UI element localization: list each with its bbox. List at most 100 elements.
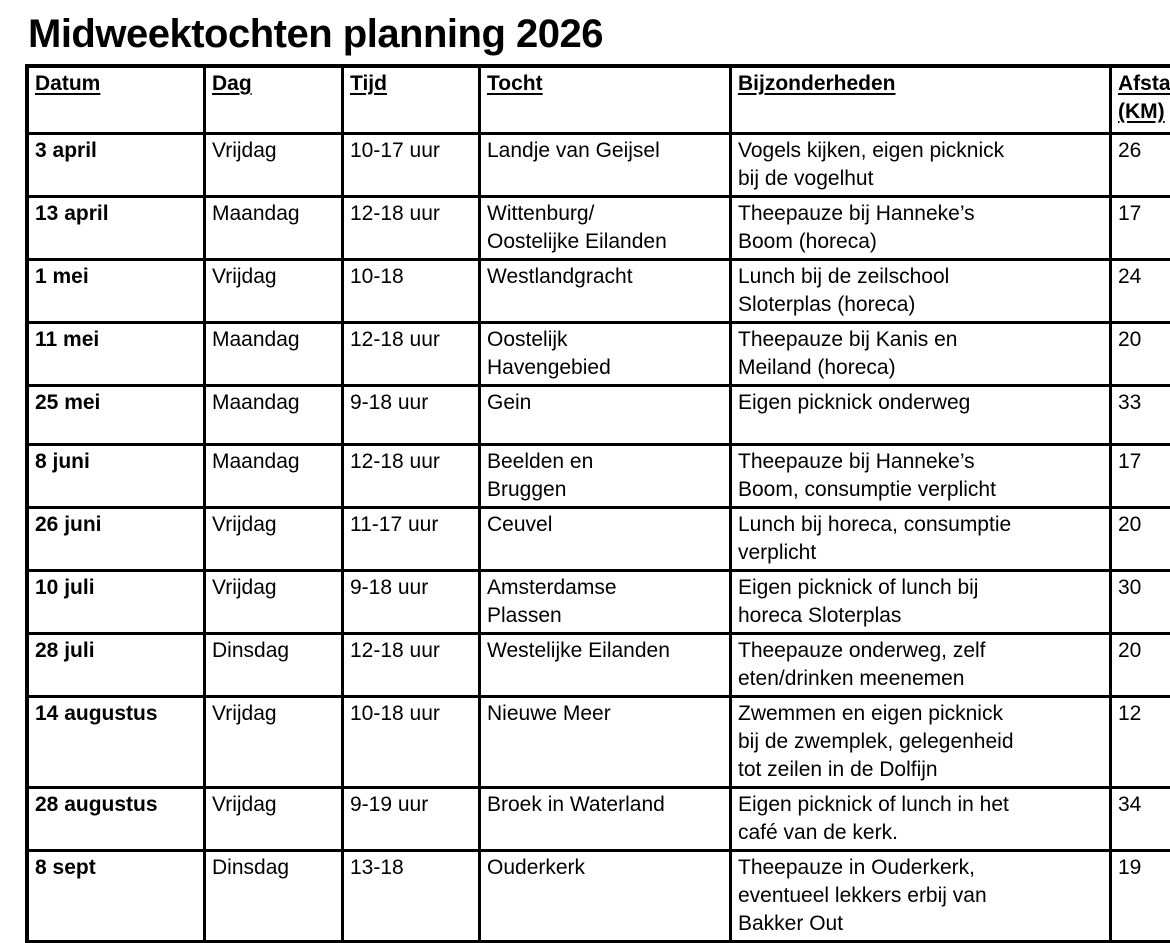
cell-tocht: Oostelijk Havengebied <box>478 321 732 387</box>
column-header-tijd: Tijd <box>341 64 481 135</box>
cell-text: 1 mei <box>35 265 89 288</box>
cell-text: Landje van Geijsel <box>487 139 660 162</box>
table-row: 2 oktoberVrijdag12-17 uurWallentochtThee… <box>25 940 1170 943</box>
cell-tocht: Beelden en Bruggen <box>478 443 732 509</box>
cell-datum: 8 sept <box>25 849 206 943</box>
cell-bijzonderheden: Zwemmen en eigen picknick bij de zwemple… <box>729 695 1112 789</box>
cell-text: 13 april <box>35 202 109 225</box>
cell-text: Eigen picknick of lunch bij horeca Slote… <box>738 576 979 627</box>
cell-text: 28 augustus <box>35 793 158 816</box>
cell-datum: 1 mei <box>25 258 206 324</box>
column-header-bijzonderheden: Bijzonderheden <box>729 64 1112 135</box>
cell-text: 12-18 uur <box>350 450 440 473</box>
cell-datum: 2 oktober <box>25 940 206 943</box>
cell-text: Dinsdag <box>212 856 290 879</box>
cell-tocht: Westelijke Eilanden <box>478 632 732 698</box>
cell-tocht: Ouderkerk <box>478 849 732 943</box>
cell-bijzonderheden: Lunch bij de zeilschool Sloterplas (hore… <box>729 258 1112 324</box>
cell-text: 24 <box>1118 265 1142 288</box>
cell-text: 3 april <box>35 139 97 162</box>
cell-tijd: 12-18 uur <box>341 632 481 698</box>
cell-text: Maandag <box>212 202 300 225</box>
column-header-label: Dag <box>212 72 252 95</box>
cell-tijd: 12-18 uur <box>341 321 481 387</box>
cell-text: Vogels kijken, eigen picknick bij de vog… <box>738 139 1005 190</box>
cell-tocht: Broek in Waterland <box>478 786 732 852</box>
cell-afstand: 19 <box>1109 940 1170 943</box>
cell-afstand: 17 <box>1109 443 1170 509</box>
cell-afstand: 17 <box>1109 195 1170 261</box>
cell-text: 20 <box>1118 639 1142 662</box>
cell-dag: Vrijdag <box>203 132 344 198</box>
column-header-label: Afstand (KM) <box>1118 72 1170 123</box>
cell-text: Eigen picknick onderweg <box>738 391 971 414</box>
cell-dag: Vrijdag <box>203 569 344 635</box>
cell-text: Vrijdag <box>212 702 277 725</box>
cell-text: 11-17 uur <box>350 513 439 536</box>
table-header: Datum Dag Tijd Tocht Bijzonderheden Afstand (… <box>25 64 1170 135</box>
cell-text: Lunch bij de zeilschool Sloterplas (hore… <box>738 265 950 316</box>
cell-bijzonderheden: Eigen picknick onderweg <box>729 384 1112 446</box>
header-row: Datum Dag Tijd Tocht Bijzonderheden Afstand (… <box>25 64 1170 135</box>
cell-text: Wittenburg/ Oostelijke Eilanden <box>487 202 667 253</box>
table-row: 28 augustus Vrijdag 9-19 uur Broek in Water… <box>25 786 1170 852</box>
cell-text: Ceuvel <box>487 513 553 536</box>
cell-text: 10-17 uur <box>350 139 440 162</box>
cell-text: 26 <box>1118 139 1142 162</box>
cell-dag: Dinsdag <box>203 849 344 943</box>
cell-text: Nieuwe Meer <box>487 702 611 725</box>
cell-datum: 8 juni <box>25 443 206 509</box>
cell-text: 13-18 <box>350 856 404 879</box>
cell-text: 9-18 uur <box>350 576 429 599</box>
cell-text: 12 <box>1118 702 1142 725</box>
cell-dag: Vrijdag <box>203 695 344 789</box>
cell-tocht: Westlandgracht <box>478 258 732 324</box>
cell-text: 9-18 uur <box>350 391 429 414</box>
cell-text: Westelijke Eilanden <box>487 639 670 662</box>
column-header-label: Bijzonderheden <box>738 72 896 95</box>
cell-datum: 11 mei <box>25 321 206 387</box>
cell-text: Oostelijk Havengebied <box>487 328 611 379</box>
cell-tijd: 10-17 uur <box>341 132 481 198</box>
cell-tijd: 11-17 uur <box>341 506 481 572</box>
cell-text: 20 <box>1118 328 1142 351</box>
cell-text: 17 <box>1118 202 1142 225</box>
cell-text: Vrijdag <box>212 513 277 536</box>
cell-bijzonderheden: Eigen picknick of lunch bij horeca Slote… <box>729 569 1112 635</box>
cell-bijzonderheden: Theepauze in Ouderkerk, eventueel lekker… <box>729 849 1112 943</box>
cell-bijzonderheden: Theepauze bij Hanneke’s Boom (horeca) <box>729 195 1112 261</box>
table-row: 3 april Vrijdag 10-17 uur Landje van Geijse… <box>25 132 1170 198</box>
cell-tocht: Ceuvel <box>478 506 732 572</box>
cell-bijzonderheden: Vogels kijken, eigen picknick bij de vog… <box>729 132 1112 198</box>
cell-text: 10-18 uur <box>350 702 440 725</box>
cell-text: 12-18 uur <box>350 202 440 225</box>
cell-tijd: 10-18 uur <box>341 695 481 789</box>
cell-text: Theepauze onderweg, zelf eten/drinken me… <box>738 639 986 690</box>
table-body: 3 april Vrijdag 10-17 uur Landje van Geijse… <box>25 132 1170 943</box>
table-row: 8 sept Dinsdag 13-18 Ouderkerk Theepauze in … <box>25 849 1170 943</box>
cell-datum: 28 augustus <box>25 786 206 852</box>
cell-text: Maandag <box>212 328 300 351</box>
cell-text: Vrijdag <box>212 793 277 816</box>
page-title: Midweektochten planning 2026 <box>28 12 604 56</box>
cell-text: Maandag <box>212 450 300 473</box>
cell-dag: Vrijdag <box>203 258 344 324</box>
column-header-tocht: Tocht <box>478 64 732 135</box>
cell-bijzonderheden: Thee bij Hanneke’s Boom, consumptie verp… <box>729 940 1112 943</box>
cell-text: Dinsdag <box>212 639 290 662</box>
cell-dag: Dinsdag <box>203 632 344 698</box>
cell-dag: Vrijdag <box>203 940 344 943</box>
cell-text: 8 juni <box>35 450 90 473</box>
cell-text: 12-18 uur <box>350 639 440 662</box>
cell-tocht: Landje van Geijsel <box>478 132 732 198</box>
cell-afstand: 20 <box>1109 321 1170 387</box>
cell-tijd: 9-18 uur <box>341 569 481 635</box>
cell-tijd: 9-19 uur <box>341 786 481 852</box>
cell-text: 33 <box>1118 391 1142 414</box>
cell-tocht: Nieuwe Meer <box>478 695 732 789</box>
table-row: 11 mei Maandag 12-18 uur Oostelijk Havengeb… <box>25 321 1170 387</box>
cell-text: Theepauze bij Hanneke’s Boom, consumptie… <box>738 450 996 501</box>
cell-datum: 14 augustus <box>25 695 206 789</box>
column-header-dag: Dag <box>203 64 344 135</box>
cell-text: 12-18 uur <box>350 328 440 351</box>
